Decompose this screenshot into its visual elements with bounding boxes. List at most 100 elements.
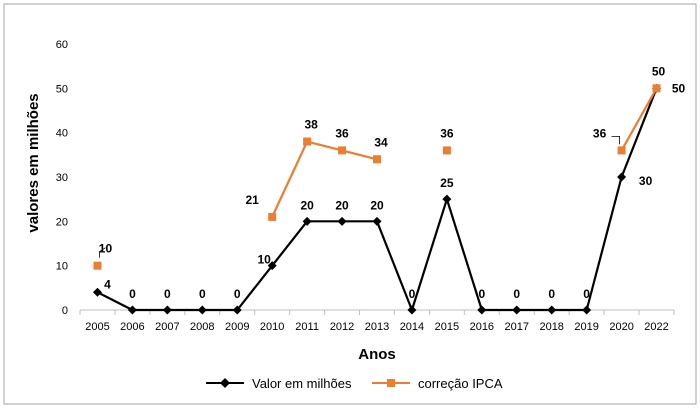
data-point-ipca — [338, 146, 347, 155]
legend: Valor em milhões correção IPCA — [206, 376, 503, 391]
data-label-ipca: 34 — [374, 135, 388, 149]
data-label-ipca: 50 — [652, 64, 666, 78]
x-tick-label: 2005 — [85, 321, 109, 333]
series-line-segment — [410, 198, 448, 311]
series-line-segment — [341, 149, 378, 161]
data-point-valor — [267, 261, 277, 271]
legend-label-ipca: correção IPCA — [418, 376, 503, 391]
x-tick-label: 2012 — [330, 321, 354, 333]
legend-marker-ipca — [387, 379, 395, 387]
y-tick-label: 50 — [56, 83, 68, 95]
x-tick-label: 2007 — [155, 321, 179, 333]
legend-item-ipca: correção IPCA — [372, 376, 503, 391]
markers-ipca — [93, 84, 661, 270]
data-point-ipca — [268, 212, 277, 221]
data-point-valor — [512, 305, 522, 315]
data-label-valor: 20 — [335, 198, 349, 212]
data-label-ipca: 36 — [335, 126, 349, 140]
y-axis-ticks: 0 10 20 30 40 50 60 — [56, 39, 68, 317]
data-label-ipca: 36 — [440, 126, 454, 140]
data-point-valor — [92, 287, 102, 297]
data-label-valor: 50 — [672, 81, 686, 95]
y-tick-label: 40 — [56, 128, 68, 140]
data-label-ipca: 36 — [593, 126, 607, 140]
data-label-valor: 10 — [257, 253, 271, 267]
data-point-valor — [407, 305, 417, 315]
data-point-valor — [197, 305, 207, 315]
legend-marker-valor — [220, 378, 230, 388]
data-label-ipca: 10 — [99, 242, 113, 256]
data-point-valor — [162, 305, 172, 315]
data-label-valor: 0 — [583, 287, 590, 301]
data-label-valor: 0 — [478, 287, 485, 301]
data-label-valor: 0 — [513, 287, 520, 301]
data-point-valor — [582, 305, 592, 315]
series-line-segment — [271, 141, 309, 218]
data-point-valor — [477, 305, 487, 315]
data-point-valor — [127, 305, 137, 315]
data-label-valor: 0 — [199, 287, 206, 301]
x-tick-label: 2010 — [260, 321, 284, 333]
x-tick-label: 2011 — [295, 321, 319, 333]
chart-border — [3, 3, 697, 405]
series-line-segment — [375, 220, 413, 311]
series-line-segment — [620, 87, 658, 178]
series-line-segment — [236, 264, 274, 311]
data-point-valor — [232, 305, 242, 315]
series-ipca — [271, 87, 658, 218]
x-tick-label: 2008 — [190, 321, 214, 333]
data-point-ipca — [652, 84, 661, 93]
x-tick-label: 2017 — [505, 321, 529, 333]
legend-item-valor: Valor em milhões — [206, 376, 352, 391]
y-tick-label: 10 — [56, 261, 68, 273]
series-valor — [96, 87, 658, 312]
x-axis-title: Anos — [358, 346, 396, 363]
data-label-valor: 25 — [440, 176, 454, 190]
series-line-segment — [585, 176, 623, 311]
data-point-valor — [547, 305, 557, 315]
data-label-valor: 0 — [409, 287, 416, 301]
x-tick-label: 2009 — [225, 321, 249, 333]
x-tick-label: 2022 — [644, 321, 668, 333]
data-point-ipca — [617, 146, 626, 155]
data-label-valor: 0 — [234, 287, 241, 301]
x-tick-label: 2006 — [120, 321, 144, 333]
data-label-valor: 4 — [104, 277, 111, 291]
y-tick-label: 30 — [56, 172, 68, 184]
data-label-ipca: 38 — [304, 118, 318, 132]
x-tick-label: 2018 — [539, 321, 563, 333]
x-tick-label: 2013 — [365, 321, 389, 333]
data-point-valor — [442, 194, 452, 204]
data-point-valor — [302, 216, 312, 226]
data-label-valor: 20 — [300, 198, 314, 212]
x-tick-label: 2014 — [400, 321, 424, 333]
x-axis-ticks: 2005 2006 2007 2008 2009 2010 2011 2012 2013 2014… — [79, 310, 675, 333]
data-label-valor: 30 — [639, 174, 653, 188]
legend-label-valor: Valor em milhões — [252, 376, 352, 391]
x-tick-label: 2016 — [470, 321, 494, 333]
data-point-ipca — [373, 155, 381, 164]
x-tick-label: 2020 — [609, 321, 633, 333]
series-line-segment — [271, 220, 308, 267]
data-point-valor — [617, 172, 627, 182]
leader-line — [611, 135, 620, 145]
data-label-valor: 20 — [370, 198, 384, 212]
y-axis-title: valores em milhões — [25, 93, 42, 232]
data-point-valor — [372, 216, 382, 226]
y-tick-label: 60 — [56, 39, 68, 51]
series-layer — [92, 83, 662, 315]
data-point-valor — [337, 216, 347, 226]
series-line-segment — [306, 140, 343, 152]
data-label-ipca: 21 — [245, 193, 259, 207]
data-point-ipca — [93, 261, 102, 270]
data-label-valor: 0 — [129, 287, 136, 301]
x-tick-label: 2019 — [574, 321, 598, 333]
series-line-segment — [620, 87, 658, 151]
data-point-ipca — [303, 137, 312, 146]
y-tick-label: 20 — [56, 216, 68, 228]
series-line-segment — [445, 198, 483, 311]
data-label-valor: 0 — [164, 287, 171, 301]
series-line-segment — [96, 291, 133, 311]
